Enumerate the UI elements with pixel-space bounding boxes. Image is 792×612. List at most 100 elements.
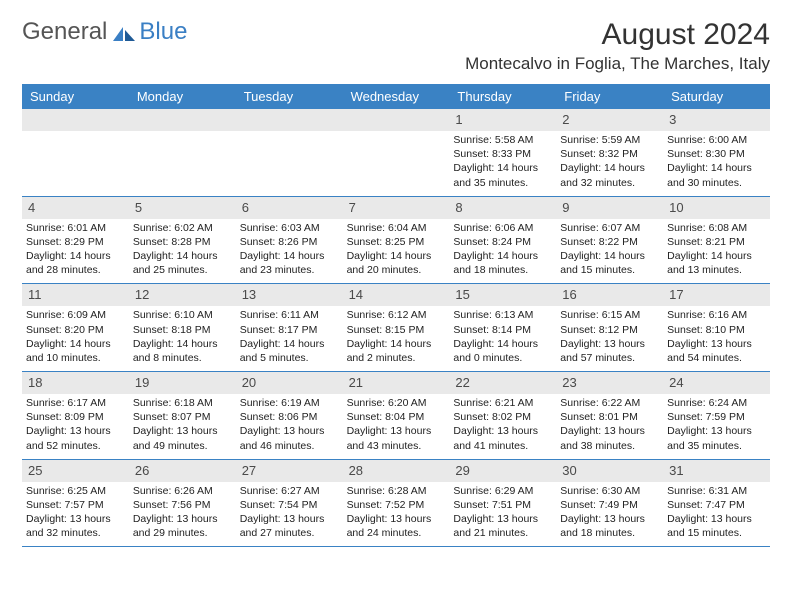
day-cell bbox=[129, 131, 236, 196]
day-cell: Sunrise: 6:00 AMSunset: 8:30 PMDaylight:… bbox=[663, 131, 770, 196]
day-number: 15 bbox=[449, 284, 556, 306]
sunrise-text: Sunrise: 6:16 AM bbox=[667, 308, 766, 322]
day-cell: Sunrise: 6:17 AMSunset: 8:09 PMDaylight:… bbox=[22, 394, 129, 459]
sunrise-text: Sunrise: 6:28 AM bbox=[347, 484, 446, 498]
daylight-text-2: and 29 minutes. bbox=[133, 526, 232, 540]
daylight-text-1: Daylight: 14 hours bbox=[453, 337, 552, 351]
day-header-sunday: Sunday bbox=[22, 84, 129, 109]
day-cell: Sunrise: 6:06 AMSunset: 8:24 PMDaylight:… bbox=[449, 219, 556, 284]
daylight-text-2: and 25 minutes. bbox=[133, 263, 232, 277]
sunset-text: Sunset: 8:07 PM bbox=[133, 410, 232, 424]
sunset-text: Sunset: 8:17 PM bbox=[240, 323, 339, 337]
sunrise-text: Sunrise: 6:02 AM bbox=[133, 221, 232, 235]
sunset-text: Sunset: 7:49 PM bbox=[560, 498, 659, 512]
day-cell: Sunrise: 6:18 AMSunset: 8:07 PMDaylight:… bbox=[129, 394, 236, 459]
sunrise-text: Sunrise: 6:30 AM bbox=[560, 484, 659, 498]
day-number bbox=[129, 109, 236, 131]
day-number: 3 bbox=[663, 109, 770, 131]
sunset-text: Sunset: 8:21 PM bbox=[667, 235, 766, 249]
day-cell: Sunrise: 6:24 AMSunset: 7:59 PMDaylight:… bbox=[663, 394, 770, 459]
day-cell: Sunrise: 6:09 AMSunset: 8:20 PMDaylight:… bbox=[22, 306, 129, 371]
sunrise-text: Sunrise: 6:07 AM bbox=[560, 221, 659, 235]
daylight-text-2: and 52 minutes. bbox=[26, 439, 125, 453]
sunrise-text: Sunrise: 6:13 AM bbox=[453, 308, 552, 322]
sunset-text: Sunset: 8:28 PM bbox=[133, 235, 232, 249]
day-cell: Sunrise: 6:30 AMSunset: 7:49 PMDaylight:… bbox=[556, 482, 663, 547]
logo-text-general: General bbox=[22, 18, 107, 46]
sunset-text: Sunset: 8:14 PM bbox=[453, 323, 552, 337]
daylight-text-1: Daylight: 13 hours bbox=[347, 424, 446, 438]
day-number: 5 bbox=[129, 197, 236, 219]
day-cell: Sunrise: 5:58 AMSunset: 8:33 PMDaylight:… bbox=[449, 131, 556, 196]
daylight-text-2: and 30 minutes. bbox=[667, 176, 766, 190]
sunrise-text: Sunrise: 6:06 AM bbox=[453, 221, 552, 235]
sunrise-text: Sunrise: 6:08 AM bbox=[667, 221, 766, 235]
daynum-row: 11121314151617 bbox=[22, 284, 770, 306]
daylight-text-2: and 0 minutes. bbox=[453, 351, 552, 365]
daylight-text-1: Daylight: 13 hours bbox=[133, 424, 232, 438]
daylight-text-2: and 13 minutes. bbox=[667, 263, 766, 277]
sunrise-text: Sunrise: 6:10 AM bbox=[133, 308, 232, 322]
sunset-text: Sunset: 7:52 PM bbox=[347, 498, 446, 512]
daylight-text-2: and 43 minutes. bbox=[347, 439, 446, 453]
daylight-text-1: Daylight: 13 hours bbox=[453, 512, 552, 526]
day-cell: Sunrise: 6:16 AMSunset: 8:10 PMDaylight:… bbox=[663, 306, 770, 371]
sunrise-text: Sunrise: 6:17 AM bbox=[26, 396, 125, 410]
daylight-text-1: Daylight: 14 hours bbox=[240, 249, 339, 263]
page-header: General Blue August 2024 Montecalvo in F… bbox=[22, 18, 770, 74]
day-number: 4 bbox=[22, 197, 129, 219]
day-cell: Sunrise: 6:08 AMSunset: 8:21 PMDaylight:… bbox=[663, 219, 770, 284]
day-number: 1 bbox=[449, 109, 556, 131]
data-row: Sunrise: 6:17 AMSunset: 8:09 PMDaylight:… bbox=[22, 394, 770, 459]
day-number: 23 bbox=[556, 372, 663, 394]
day-number: 24 bbox=[663, 372, 770, 394]
sunrise-text: Sunrise: 6:00 AM bbox=[667, 133, 766, 147]
daynum-row: 18192021222324 bbox=[22, 372, 770, 394]
daylight-text-1: Daylight: 14 hours bbox=[240, 337, 339, 351]
day-number: 13 bbox=[236, 284, 343, 306]
day-number: 6 bbox=[236, 197, 343, 219]
day-header-saturday: Saturday bbox=[663, 84, 770, 109]
sunrise-text: Sunrise: 6:01 AM bbox=[26, 221, 125, 235]
daynum-row: 123 bbox=[22, 109, 770, 131]
day-cell: Sunrise: 6:15 AMSunset: 8:12 PMDaylight:… bbox=[556, 306, 663, 371]
day-number: 8 bbox=[449, 197, 556, 219]
sunset-text: Sunset: 8:22 PM bbox=[560, 235, 659, 249]
logo: General Blue bbox=[22, 18, 187, 46]
sunset-text: Sunset: 8:02 PM bbox=[453, 410, 552, 424]
daylight-text-1: Daylight: 13 hours bbox=[453, 424, 552, 438]
sunrise-text: Sunrise: 6:26 AM bbox=[133, 484, 232, 498]
day-number: 25 bbox=[22, 460, 129, 482]
day-cell: Sunrise: 6:25 AMSunset: 7:57 PMDaylight:… bbox=[22, 482, 129, 547]
title-block: August 2024 Montecalvo in Foglia, The Ma… bbox=[465, 18, 770, 74]
sunrise-text: Sunrise: 6:09 AM bbox=[26, 308, 125, 322]
day-cell: Sunrise: 6:20 AMSunset: 8:04 PMDaylight:… bbox=[343, 394, 450, 459]
sunset-text: Sunset: 8:10 PM bbox=[667, 323, 766, 337]
daylight-text-1: Daylight: 14 hours bbox=[560, 249, 659, 263]
daylight-text-1: Daylight: 13 hours bbox=[26, 512, 125, 526]
daylight-text-2: and 21 minutes. bbox=[453, 526, 552, 540]
day-number: 30 bbox=[556, 460, 663, 482]
daylight-text-2: and 35 minutes. bbox=[667, 439, 766, 453]
daylight-text-1: Daylight: 13 hours bbox=[560, 424, 659, 438]
day-number: 10 bbox=[663, 197, 770, 219]
day-number: 21 bbox=[343, 372, 450, 394]
daylight-text-2: and 32 minutes. bbox=[26, 526, 125, 540]
location-subtitle: Montecalvo in Foglia, The Marches, Italy bbox=[465, 54, 770, 74]
sunset-text: Sunset: 7:57 PM bbox=[26, 498, 125, 512]
sunset-text: Sunset: 8:06 PM bbox=[240, 410, 339, 424]
daylight-text-2: and 46 minutes. bbox=[240, 439, 339, 453]
daylight-text-2: and 15 minutes. bbox=[667, 526, 766, 540]
calendar-body: 123Sunrise: 5:58 AMSunset: 8:33 PMDaylig… bbox=[22, 109, 770, 547]
day-number: 17 bbox=[663, 284, 770, 306]
sunset-text: Sunset: 8:20 PM bbox=[26, 323, 125, 337]
sunset-text: Sunset: 8:33 PM bbox=[453, 147, 552, 161]
daylight-text-1: Daylight: 14 hours bbox=[667, 249, 766, 263]
day-number bbox=[22, 109, 129, 131]
day-header-friday: Friday bbox=[556, 84, 663, 109]
calendar-week: 45678910Sunrise: 6:01 AMSunset: 8:29 PMD… bbox=[22, 197, 770, 285]
sunset-text: Sunset: 8:04 PM bbox=[347, 410, 446, 424]
day-number: 31 bbox=[663, 460, 770, 482]
daynum-row: 25262728293031 bbox=[22, 460, 770, 482]
data-row: Sunrise: 6:09 AMSunset: 8:20 PM Daylight:… bbox=[22, 306, 770, 371]
